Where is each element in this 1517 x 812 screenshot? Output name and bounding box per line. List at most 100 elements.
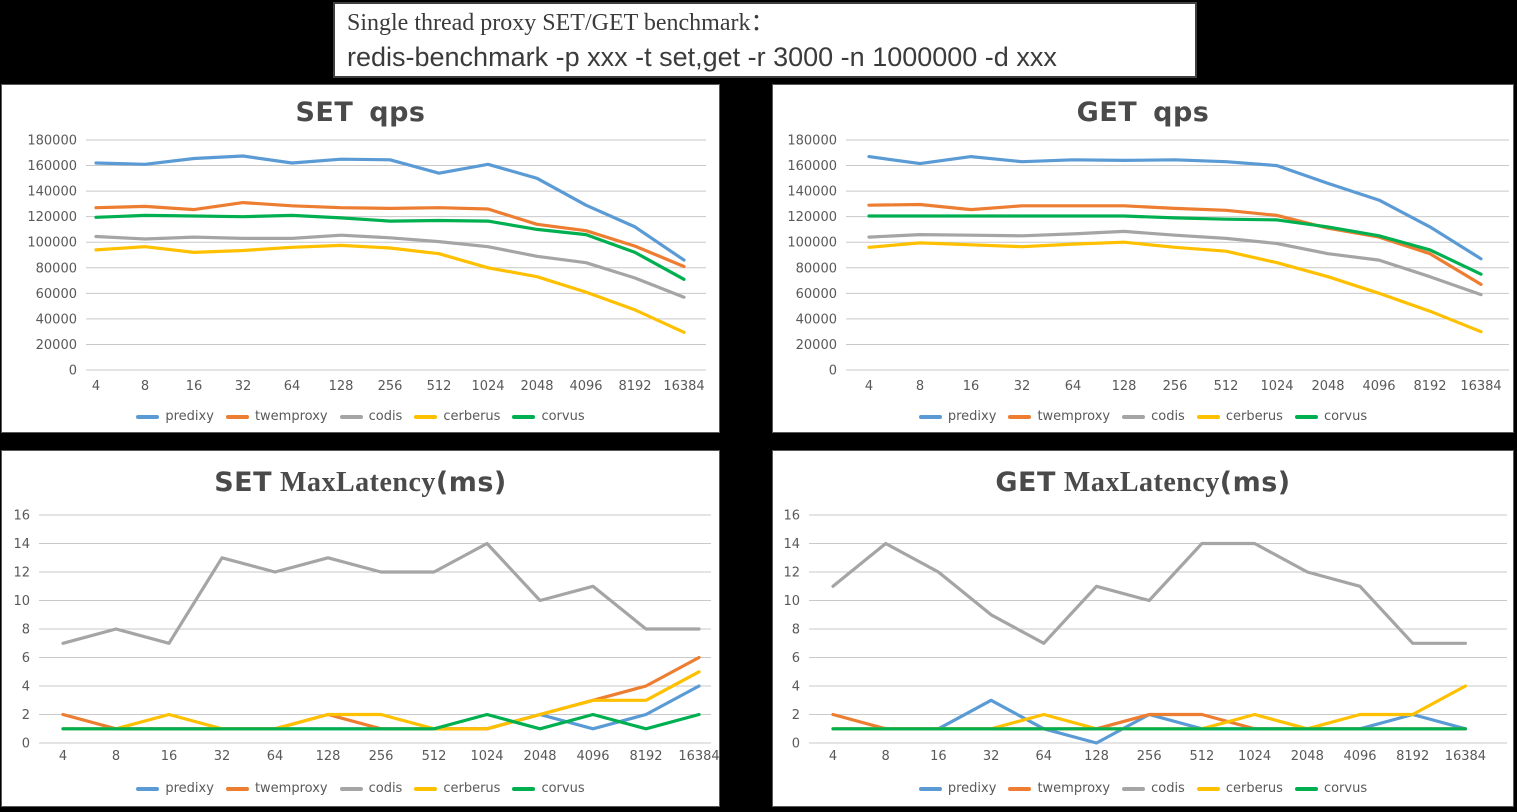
y-tick-label: 20000 [36, 338, 77, 353]
x-tick-label: 64 [1065, 379, 1082, 394]
plot-area: 0 20000 40000 60000 80000 100000 120000 140000 1… [787, 134, 1509, 394]
series-line-predixy [831, 698, 1468, 745]
legend-swatch [1196, 786, 1220, 791]
x-tick-label: 4096 [569, 379, 602, 394]
chart-title-part: GET [995, 467, 1056, 498]
y-tick-label: 160000 [27, 159, 77, 174]
legend-label: codis [368, 781, 403, 796]
x-tick-label: 128 [316, 749, 341, 764]
legend-item-corvus: corvus [1294, 409, 1368, 424]
x-tick-label: 8192 [1396, 749, 1429, 764]
legend-swatch [225, 786, 249, 791]
legend-item-predixy: predixy [136, 409, 214, 424]
legend-label: codis [1151, 781, 1185, 796]
x-tick-label: 512 [427, 379, 452, 394]
x-tick-label: 16 [963, 379, 980, 394]
x-tick-label: 4096 [576, 749, 609, 764]
y-tick-label: 140000 [27, 185, 77, 200]
series-line-predixy [94, 154, 686, 262]
x-tick-label: 2048 [1311, 379, 1344, 394]
x-tick-label: 256 [1137, 749, 1162, 764]
y-tick-label: 60000 [36, 287, 77, 302]
series-line-cerberus [831, 684, 1468, 731]
series-line-corvus [867, 214, 1483, 276]
x-tick-label: 16 [930, 749, 947, 764]
series-line-predixy [61, 684, 701, 731]
benchmark-command: redis-benchmark -p xxx -t set,get -r 300… [347, 42, 1057, 72]
legend: predixy twemproxy codis cerberus corvus [2, 781, 719, 796]
y-tick-label: 180000 [787, 134, 837, 149]
x-tick-label: 1024 [470, 749, 503, 764]
legend-label: twemproxy [1037, 409, 1111, 424]
benchmark-title: Single thread proxy SET/GET benchmark： [347, 10, 775, 36]
legend-item-cerberus: cerberus [1196, 781, 1283, 796]
x-tick-label: 2048 [1291, 749, 1324, 764]
x-tick-label: 512 [1189, 749, 1214, 764]
chart-title-part: (ms) [435, 467, 507, 498]
chart-title-part: qps [1153, 97, 1210, 128]
plot-area: 0 2 4 6 8 10 12 14 16 4 8 16 32 64 128 256 512 1024 2048 40… [783, 509, 1507, 764]
y-tick-label: 6 [792, 651, 800, 666]
y-tick-label: 10 [13, 594, 30, 609]
legend-swatch [918, 414, 942, 419]
x-tick-label: 32 [983, 749, 1000, 764]
x-tick-label: 512 [422, 749, 447, 764]
legend-swatch [1122, 414, 1146, 419]
series-line-codis [61, 541, 701, 645]
legend-label: cerberus [1225, 409, 1283, 424]
x-tick-label: 32 [214, 749, 231, 764]
legend-label: cerberus [1225, 781, 1283, 796]
chart-title-part: GET [1076, 97, 1138, 128]
legend-swatch [225, 414, 249, 419]
y-tick-label: 80000 [36, 261, 77, 276]
x-tick-label: 4096 [1362, 379, 1395, 394]
legend-label: cerberus [443, 409, 501, 424]
y-tick-label: 60000 [796, 287, 837, 302]
chart-title-part: MaxLatency [1063, 467, 1220, 498]
legend-label: corvus [1323, 409, 1368, 424]
y-tick-label: 12 [783, 566, 800, 581]
x-tick-label: 128 [329, 379, 354, 394]
y-tick-label: 0 [22, 737, 30, 752]
series-line-cerberus [61, 670, 701, 731]
y-tick-label: 6 [22, 651, 30, 666]
x-tick-label: 8192 [1413, 379, 1446, 394]
series-line-cerberus [867, 240, 1483, 334]
y-tick-label: 80000 [796, 261, 837, 276]
legend-label: twemproxy [254, 781, 328, 796]
legend-item-predixy: predixy [136, 781, 214, 796]
legend-item-corvus: corvus [512, 409, 585, 424]
x-tick-label: 8 [141, 379, 149, 394]
x-tick-label: 16384 [1460, 379, 1501, 394]
chart-title: SET qps [2, 97, 719, 128]
y-tick-label: 120000 [787, 210, 837, 225]
legend-item-codis: codis [339, 409, 402, 424]
legend: predixy twemproxy codis cerberus corvus [2, 409, 719, 424]
legend-swatch [1008, 414, 1032, 419]
legend-swatch [339, 414, 363, 419]
y-tick-label: 180000 [27, 134, 77, 149]
y-tick-label: 4 [22, 680, 30, 695]
x-tick-label: 8192 [629, 749, 662, 764]
y-tick-label: 20000 [796, 338, 837, 353]
x-tick-label: 8192 [618, 379, 651, 394]
legend-item-twemproxy: twemproxy [225, 409, 328, 424]
x-tick-label: 4 [92, 379, 100, 394]
legend-swatch [1008, 786, 1032, 791]
legend-item-twemproxy: twemproxy [1008, 781, 1110, 796]
legend-label: cerberus [443, 781, 501, 796]
legend-label: predixy [165, 781, 214, 796]
legend-swatch [136, 414, 160, 419]
legend-label: corvus [1323, 781, 1368, 796]
x-tick-label: 256 [369, 749, 394, 764]
legend-item-corvus: corvus [512, 781, 585, 796]
y-tick-label: 160000 [787, 159, 837, 174]
chart-title-part: (ms) [1219, 467, 1291, 498]
y-tick-label: 16 [13, 509, 30, 524]
y-tick-label: 14 [13, 537, 30, 552]
x-tick-label: 8 [112, 749, 120, 764]
y-tick-label: 14 [783, 537, 800, 552]
legend-label: corvus [541, 409, 585, 424]
chart-title-part: SET [295, 97, 354, 128]
